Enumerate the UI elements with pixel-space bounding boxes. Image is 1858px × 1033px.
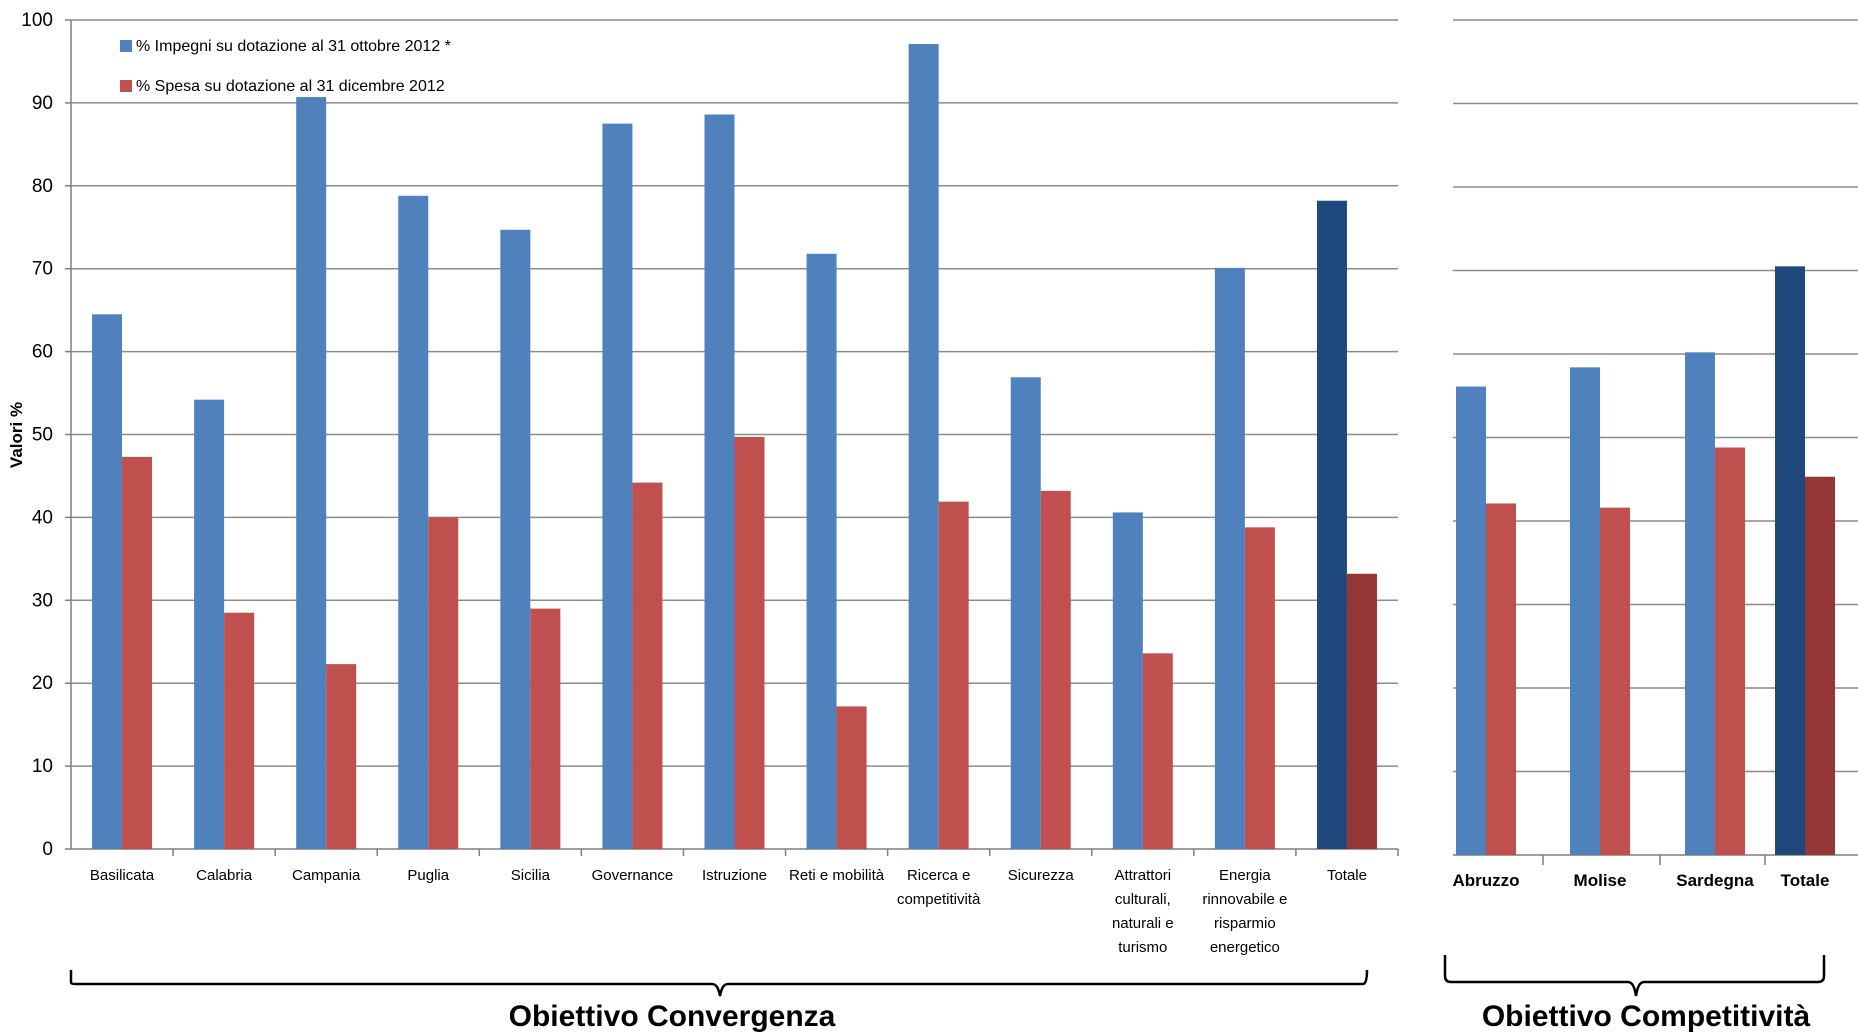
- bar-spesa-4: [530, 608, 561, 849]
- bar-spesa-comp-2: [1715, 447, 1745, 855]
- x-tick-label-left: Sicilia: [511, 867, 551, 884]
- y-tick-label: 20: [32, 673, 53, 694]
- bar-spesa-8: [938, 501, 969, 849]
- bar-impegni-9: [1010, 377, 1041, 849]
- y-tick-label: 50: [32, 425, 53, 446]
- bar-impegni-5: [602, 123, 633, 849]
- y-tick-label: 0: [42, 839, 53, 860]
- legend-entry: % Impegni su dotazione al 31 ottobre 201…: [136, 38, 451, 55]
- bar-impegni-comp-0: [1456, 386, 1486, 855]
- y-tick-label: 100: [21, 10, 53, 31]
- right-bars: [1456, 266, 1835, 865]
- right-category-labels: Abruzzo Molise Sardegna Totale: [1452, 871, 1829, 890]
- x-tick-label-left: Totale: [1327, 867, 1367, 884]
- bar-impegni-4: [500, 229, 531, 849]
- bar-spesa-3: [428, 517, 459, 849]
- bar-impegni-8: [908, 44, 939, 849]
- y-tick-label: 70: [32, 259, 53, 280]
- bar-impegni-11: [1214, 267, 1245, 850]
- legend-swatch: [120, 40, 132, 52]
- bar-spesa-2: [326, 664, 357, 849]
- x-tick-label-left: Campania: [292, 867, 361, 884]
- convergenza-brace: [69, 969, 1369, 997]
- bar-spesa-7: [836, 706, 867, 849]
- bar-impegni-7: [806, 253, 837, 849]
- left-bars: [92, 44, 1399, 856]
- bar-impegni-6: [704, 114, 735, 850]
- y-tick-label: 40: [32, 507, 53, 528]
- x-tick-label-right: Totale: [1781, 871, 1830, 890]
- bar-impegni-comp-3: [1775, 266, 1805, 855]
- bar-spesa-9: [1040, 490, 1071, 849]
- bar-spesa-5: [632, 482, 663, 849]
- x-tick-label-left: Governance: [592, 867, 674, 884]
- y-tick-label: 80: [32, 176, 53, 197]
- bar-impegni-1: [194, 399, 225, 849]
- x-tick-label-left: Ricerca e competitività: [897, 867, 981, 908]
- bar-spesa-10: [1142, 653, 1173, 849]
- left-category-labels: Basilicata Calabria Campania Puglia Sicilia G…: [90, 867, 1367, 956]
- x-tick-label-left: Basilicata: [90, 867, 155, 884]
- bar-spesa-1: [224, 612, 255, 849]
- x-tick-label-left: Sicurezza: [1008, 867, 1075, 884]
- bar-spesa-12: [1346, 573, 1377, 849]
- x-tick-label-left: Calabria: [196, 867, 253, 884]
- bar-impegni-comp-2: [1685, 352, 1715, 855]
- group-label-competitivita: Obiettivo Competitività: [1482, 1000, 1811, 1033]
- bar-impegni-3: [398, 195, 429, 850]
- bar-spesa-11: [1244, 527, 1275, 849]
- bar-spesa-6: [734, 436, 765, 849]
- x-tick-label-right: Sardegna: [1676, 871, 1754, 890]
- group-label-convergenza: Obiettivo Convergenza: [509, 1000, 836, 1033]
- legend-entry: % Spesa su dotazione al 31 dicembre 2012: [136, 78, 445, 95]
- x-tick-label-left: Energia rinnovabile e risparmio energetico: [1202, 867, 1287, 956]
- x-tick-label-right: Molise: [1574, 871, 1627, 890]
- x-tick-label-left: Reti e mobilità: [789, 867, 885, 884]
- x-tick-label-right: Abruzzo: [1452, 871, 1519, 890]
- bar-impegni-12: [1316, 200, 1347, 850]
- competitivita-brace: [1443, 955, 1826, 997]
- x-tick-label-left: Attrattori culturali, naturali e turismo: [1112, 867, 1174, 956]
- y-axis-label: Valori %: [7, 402, 26, 468]
- bar-spesa-comp-0: [1486, 503, 1516, 855]
- bar-impegni-2: [296, 97, 327, 850]
- y-tick-label: 90: [32, 93, 53, 114]
- x-tick-label-left: Istruzione: [702, 867, 767, 884]
- bar-spesa-0: [122, 456, 153, 849]
- bar-spesa-comp-3: [1805, 476, 1835, 855]
- y-tick-label: 60: [32, 342, 53, 363]
- bar-spesa-comp-1: [1600, 507, 1630, 855]
- y-tick-label: 10: [32, 756, 53, 777]
- legend: % Impegni su dotazione al 31 ottobre 201…: [120, 38, 451, 95]
- bar-impegni-comp-1: [1570, 367, 1600, 855]
- y-tick-label: 30: [32, 590, 53, 611]
- legend-swatch: [120, 80, 132, 92]
- bar-impegni-10: [1112, 512, 1143, 849]
- bar-impegni-0: [92, 314, 123, 849]
- x-tick-label-left: Puglia: [407, 867, 449, 884]
